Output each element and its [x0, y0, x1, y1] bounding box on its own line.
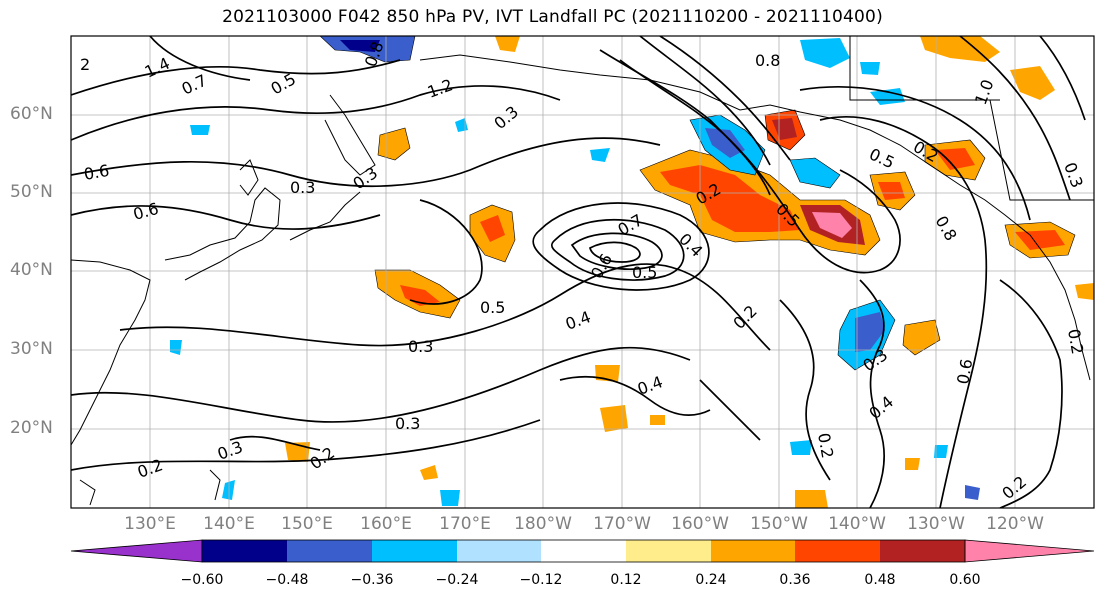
colorbar-bin — [372, 540, 457, 562]
colorbar-tick-label: −0.24 — [435, 572, 479, 588]
lon-label: 150°E — [281, 514, 333, 534]
contour-label: 0.3 — [1060, 160, 1087, 190]
lon-label: 140°E — [203, 514, 255, 534]
contour-label: 0.4 — [563, 307, 593, 334]
colorbar-tick-label: 0.24 — [695, 572, 727, 588]
colorbar-bin — [711, 540, 795, 562]
coastlines — [71, 36, 1094, 506]
colorbar-tick-label: 0.36 — [779, 572, 811, 588]
contour-label: 0.5 — [632, 263, 657, 282]
pv-shading — [170, 36, 1094, 508]
colorbar-tick-label: −0.12 — [519, 572, 563, 588]
lon-label: 160°W — [671, 514, 729, 534]
colorbar-extend-low — [70, 539, 203, 563]
ivt-contours — [71, 36, 1086, 508]
lon-label: 130°E — [124, 514, 176, 534]
contour-label: 1.2 — [425, 75, 455, 102]
contour-label: 0.2 — [814, 431, 837, 459]
contour-label: 0.4 — [865, 392, 897, 423]
contour-label: 0.7 — [179, 71, 210, 99]
lat-label: 40°N — [10, 260, 53, 280]
contour-label: 0.3 — [215, 437, 245, 464]
contour-label: 0.6 — [953, 357, 976, 385]
contour-label: 1.0 — [971, 77, 998, 107]
contour-label: 0.2 — [998, 472, 1030, 503]
colorbar-bin — [457, 540, 541, 562]
colorbar-bin — [626, 540, 711, 562]
contour-label: 0.5 — [480, 298, 505, 317]
contour-label: 1.4 — [142, 54, 173, 82]
lon-label: 140°W — [828, 514, 886, 534]
gridlines — [71, 36, 1094, 508]
contour-label: 0.3 — [349, 163, 381, 193]
colorbar-bin — [202, 540, 287, 562]
contour-label: 0.7 — [615, 210, 647, 239]
lon-label: 130°W — [907, 514, 965, 534]
lat-label: 20°N — [10, 418, 53, 438]
lat-label: 50°N — [10, 182, 53, 202]
colorbar-tick-label: −0.48 — [265, 572, 309, 588]
contour-label: 0.4 — [675, 229, 706, 260]
contour-label: 0.8 — [755, 51, 780, 70]
contour-label: 0.3 — [408, 337, 433, 356]
contour-label: 0.2 — [135, 455, 165, 482]
colorbar-tick-label: −0.36 — [350, 572, 394, 588]
lon-label: 180°W — [514, 514, 572, 534]
contour-label: 0.2 — [1064, 327, 1087, 355]
lon-label: 170°E — [439, 514, 491, 534]
colorbar — [70, 539, 1095, 563]
contour-label: 0.4 — [635, 372, 665, 399]
lat-label: 60°N — [10, 104, 53, 124]
colorbar-outline — [201, 539, 966, 563]
lon-label: 170°W — [593, 514, 651, 534]
contour-label: 0.5 — [866, 144, 897, 172]
contour-label: 0.3 — [395, 414, 420, 433]
contour-label: 0.6 — [131, 199, 161, 224]
lat-label: 30°N — [10, 339, 53, 359]
contour-label: 2 — [80, 55, 90, 74]
colorbar-bin — [795, 540, 880, 562]
colorbar-tick-label: −0.60 — [180, 572, 224, 588]
contour-label: 0.6 — [82, 161, 110, 184]
colorbar-extend-high — [964, 539, 1095, 563]
colorbar-tick-label: 0.48 — [864, 572, 896, 588]
colorbar-bin — [287, 540, 372, 562]
figure-title: 2021103000 F042 850 hPa PV, IVT Landfall… — [222, 7, 883, 27]
colorbar-tick-label: 0.12 — [610, 572, 642, 588]
contour-label: 0.3 — [490, 102, 522, 133]
colorbar-tick-label: 0.60 — [949, 572, 981, 588]
contour-label: 0.2 — [729, 301, 760, 332]
map-frame — [70, 35, 1095, 509]
lon-label: 150°W — [750, 514, 808, 534]
contour-label: 0.3 — [290, 178, 315, 197]
lon-label: 160°E — [360, 514, 412, 534]
colorbar-bin — [880, 540, 965, 562]
colorbar-bin — [541, 540, 626, 562]
lon-label: 120°W — [986, 514, 1044, 534]
